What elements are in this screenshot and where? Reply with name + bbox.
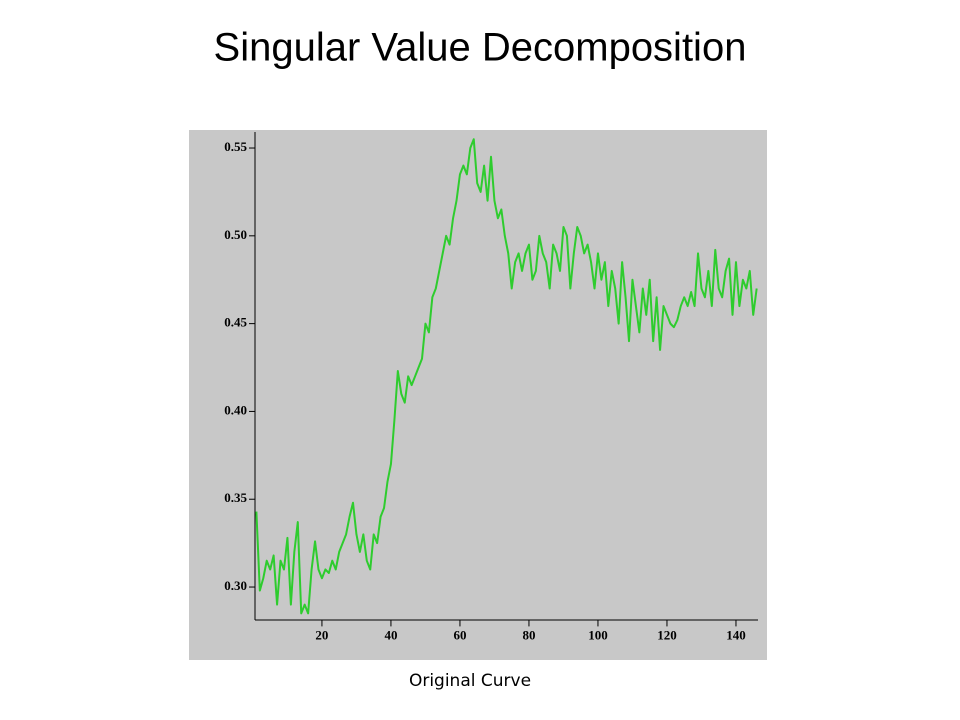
x-tick-label: 40 — [384, 627, 397, 642]
slide-title: Singular Value Decomposition — [214, 26, 747, 70]
y-tick-label: 0.40 — [224, 402, 247, 417]
y-tick-label: 0.45 — [224, 315, 247, 330]
curve — [255, 138, 758, 615]
y-tick-label: 0.30 — [224, 578, 247, 593]
caption: Original Curve — [409, 671, 531, 691]
x-tick-label: 120 — [657, 627, 677, 642]
x-tick-label: 100 — [588, 627, 608, 642]
x-tick-label: 20 — [315, 627, 328, 642]
x-tick-label: 60 — [453, 627, 466, 642]
y-tick-label: 0.50 — [224, 227, 247, 242]
x-tick-label: 80 — [522, 627, 535, 642]
y-tick-label: 0.55 — [224, 139, 247, 154]
x-tick-label: 140 — [726, 627, 746, 642]
plot-background — [189, 130, 767, 660]
y-tick-label: 0.35 — [224, 490, 247, 505]
